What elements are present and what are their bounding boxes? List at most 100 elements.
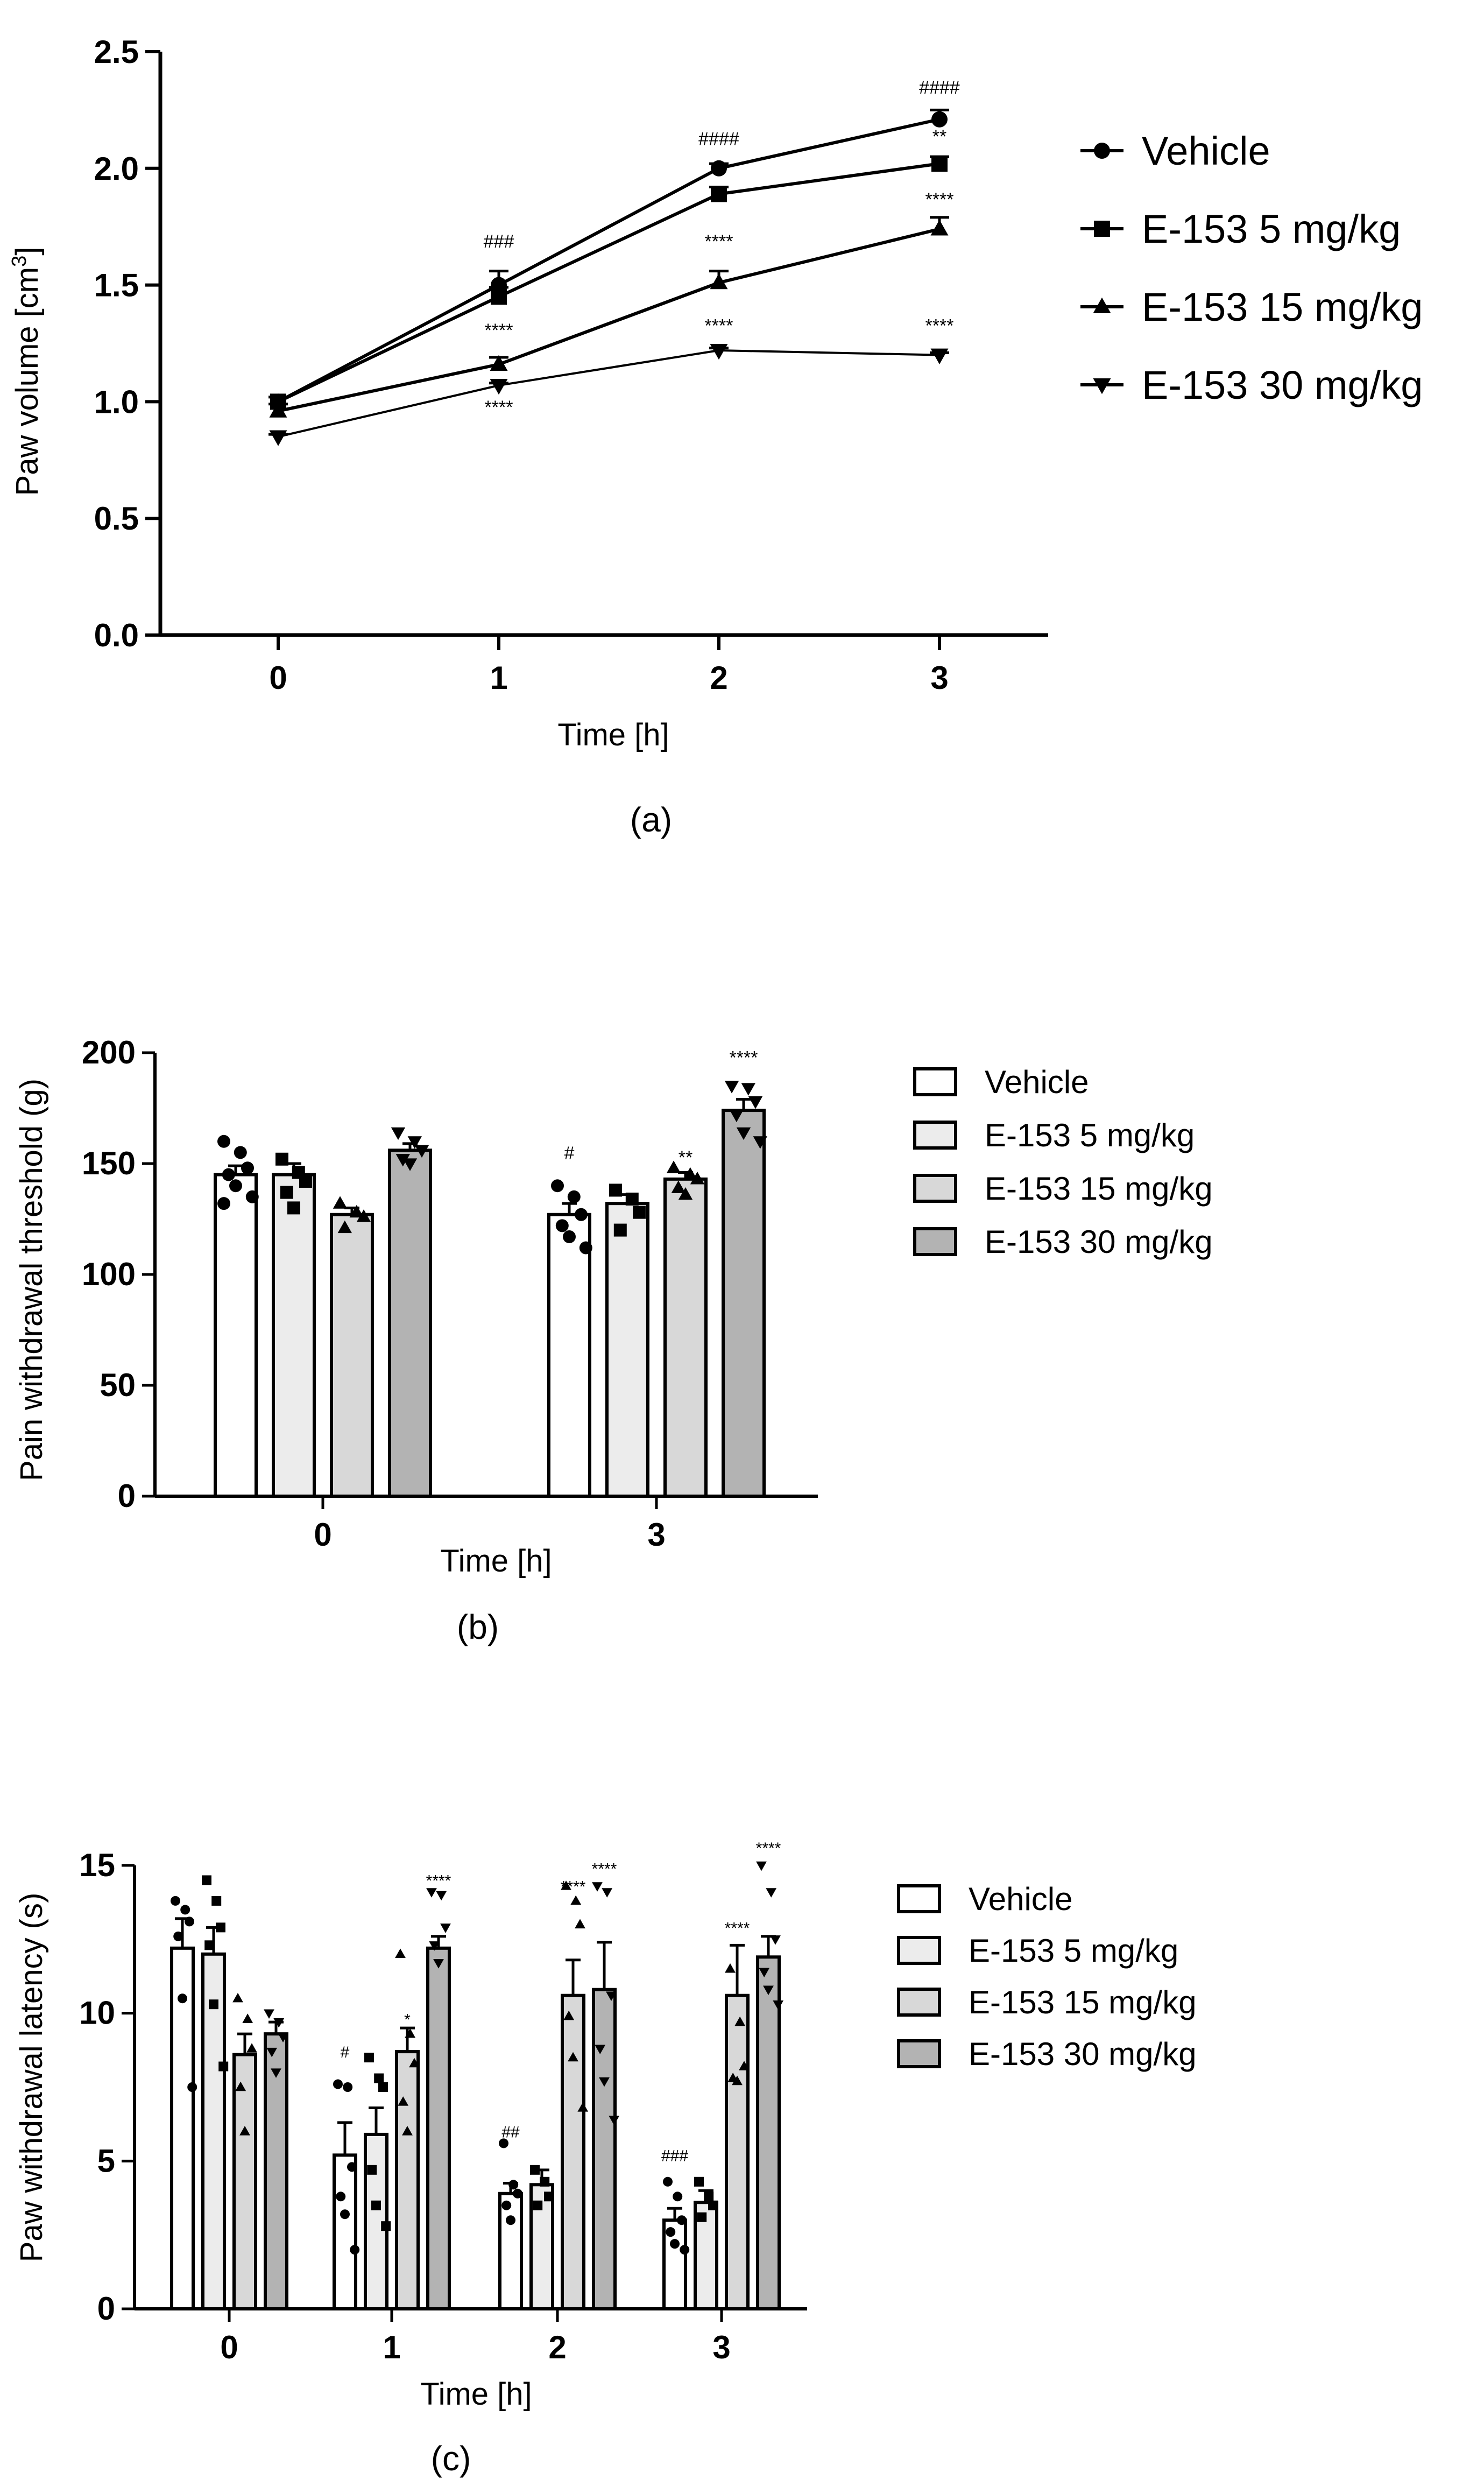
panel-b-legend-label: Vehicle bbox=[985, 1064, 1089, 1100]
panel-c-ytick-label: 10 bbox=[79, 1995, 115, 2031]
panel-c-raw-point bbox=[204, 1940, 215, 1950]
panel-b-raw-point bbox=[275, 1152, 288, 1166]
panel-b-raw-point bbox=[407, 1136, 422, 1149]
panel-a-line-chart: Paw volume [cm3] Time [h] (a) Vehicle E-1… bbox=[8, 34, 1423, 839]
panel-c-xtick-label: 3 bbox=[712, 2329, 730, 2365]
panel-c-significance-label: **** bbox=[426, 1872, 451, 1890]
panel-b-bar bbox=[605, 1202, 649, 1498]
panel-c-raw-point bbox=[381, 2221, 391, 2231]
panel-c-ytick-label: 5 bbox=[97, 2143, 115, 2179]
panel-c-raw-point bbox=[513, 2188, 522, 2199]
panel-a-data-point bbox=[931, 156, 948, 172]
panel-c-raw-point bbox=[577, 2102, 589, 2112]
panel-c-bar bbox=[333, 2153, 357, 2310]
panel-c-raw-point bbox=[336, 2192, 346, 2202]
panel-a-series-line bbox=[278, 227, 940, 413]
panel-b-raw-point bbox=[683, 1167, 697, 1180]
panel-c-raw-point bbox=[606, 1991, 617, 2002]
panel-b-raw-point bbox=[609, 1183, 622, 1197]
panel-c-bar bbox=[725, 1993, 750, 2311]
panel-c-legend-label: E-153 15 mg/kg bbox=[969, 1984, 1197, 2020]
panel-b-raw-point bbox=[337, 1220, 352, 1234]
panel-a-significance-label: **** bbox=[485, 320, 513, 341]
panel-c-caption: (c) bbox=[431, 2439, 471, 2478]
panel-c-raw-point bbox=[680, 2245, 690, 2255]
panel-c-legend-swatch bbox=[897, 1988, 941, 2017]
panel-c-raw-point bbox=[609, 2116, 620, 2125]
panel-c-raw-point bbox=[178, 1993, 187, 2004]
panel-c-raw-point bbox=[506, 2215, 515, 2225]
panel-b-raw-point bbox=[724, 1081, 739, 1094]
panel-c-xtick-label: 0 bbox=[220, 2329, 238, 2365]
panel-b-bar bbox=[722, 1109, 766, 1498]
panel-a-data-point bbox=[931, 111, 948, 128]
panel-b-raw-point bbox=[671, 1180, 686, 1193]
panel-b-ylabel: Pain withdrawal threshold (g) bbox=[14, 1079, 49, 1481]
panel-c-raw-point bbox=[670, 2239, 680, 2249]
panel-a-ylabel: Paw volume [cm3] bbox=[8, 247, 45, 496]
panel-b-raw-point bbox=[748, 1096, 763, 1109]
panel-a-ytick-label: 2.0 bbox=[94, 151, 139, 187]
panel-c-raw-point bbox=[568, 2052, 578, 2062]
panel-c-bar bbox=[592, 1988, 617, 2310]
panel-a-ytick-label: 1.0 bbox=[94, 384, 139, 420]
panel-a-series-line bbox=[278, 349, 940, 438]
panel-a-xtick-label: 0 bbox=[269, 660, 287, 696]
panel-c-xlabel: Time [h] bbox=[420, 2377, 532, 2412]
panel-a-data-point bbox=[490, 355, 508, 371]
panel-b-legend-swatch bbox=[913, 1067, 957, 1096]
panel-c-raw-point bbox=[266, 2047, 278, 2058]
panel-a-data-point bbox=[491, 288, 507, 305]
panel-a-series-line bbox=[277, 117, 940, 404]
panel-a-ytick-label: 0.0 bbox=[94, 617, 139, 653]
panel-b-raw-point bbox=[666, 1160, 681, 1173]
panel-c-raw-point bbox=[426, 1888, 437, 1898]
panel-b-raw-point bbox=[736, 1127, 751, 1140]
panel-c-raw-point bbox=[350, 2245, 360, 2255]
panel-c-raw-point bbox=[599, 2077, 610, 2087]
panel-a-data-point bbox=[710, 344, 728, 360]
panel-c-raw-point bbox=[694, 2176, 704, 2187]
panel-b-ytick-label: 200 bbox=[82, 1034, 136, 1070]
panel-c-bar bbox=[756, 1955, 781, 2310]
panel-c-significance-label: **** bbox=[561, 1878, 586, 1896]
panel-b-bar bbox=[214, 1173, 258, 1498]
panel-b-raw-point bbox=[349, 1204, 364, 1218]
panel-c-raw-point bbox=[734, 2016, 746, 2026]
panel-c-raw-point bbox=[499, 2138, 508, 2148]
panel-c-raw-point bbox=[766, 1888, 777, 1898]
panel-c-raw-point bbox=[530, 2165, 540, 2175]
panel-c-raw-point bbox=[211, 1896, 222, 1906]
panel-c-raw-point bbox=[218, 2061, 229, 2072]
panel-c-raw-point bbox=[187, 2082, 197, 2092]
panel-c-raw-point bbox=[732, 2075, 743, 2086]
panel-c-raw-point bbox=[756, 1861, 767, 1871]
panel-c-raw-point bbox=[367, 2165, 377, 2175]
panel-b-caption: (b) bbox=[457, 1608, 499, 1646]
panel-c-raw-point bbox=[773, 2000, 784, 2010]
panel-c-raw-point bbox=[501, 2200, 512, 2210]
panel-c-significance-label: ### bbox=[661, 2147, 688, 2165]
panel-b-raw-point bbox=[333, 1196, 348, 1209]
panel-c-raw-point bbox=[544, 2192, 554, 2202]
panel-b-raw-point bbox=[356, 1209, 371, 1222]
panel-b-legend: Vehicle E-153 5 mg/kg E-153 15 mg/kg E-153 … bbox=[913, 1064, 1213, 1260]
panel-c-raw-point bbox=[216, 1922, 225, 1933]
panel-a-ytick-label: 1.5 bbox=[94, 267, 139, 304]
panel-c-raw-point bbox=[374, 2073, 384, 2083]
panel-a-significance-label: **** bbox=[485, 397, 513, 418]
panel-b-bar-chart: Pain withdrawal threshold (g) Time [h] (… bbox=[14, 1034, 1213, 1646]
panel-c-raw-point bbox=[561, 1880, 571, 1890]
panel-b-xlabel: Time [h] bbox=[440, 1544, 552, 1579]
panel-a-data-point bbox=[269, 430, 287, 446]
panel-b-legend-swatch bbox=[913, 1121, 957, 1150]
panel-c-raw-point bbox=[563, 2010, 575, 2020]
panel-c-raw-point bbox=[759, 1968, 770, 1978]
panel-a-data-point bbox=[711, 160, 727, 177]
panel-a-xtick-label: 3 bbox=[930, 660, 948, 696]
panel-b-raw-point bbox=[395, 1154, 410, 1167]
panel-a-legend-marker bbox=[1093, 297, 1111, 313]
panel-b-xtick-label: 3 bbox=[647, 1517, 665, 1553]
panel-c-raw-point bbox=[378, 2082, 388, 2092]
panel-b-raw-point bbox=[753, 1136, 767, 1149]
